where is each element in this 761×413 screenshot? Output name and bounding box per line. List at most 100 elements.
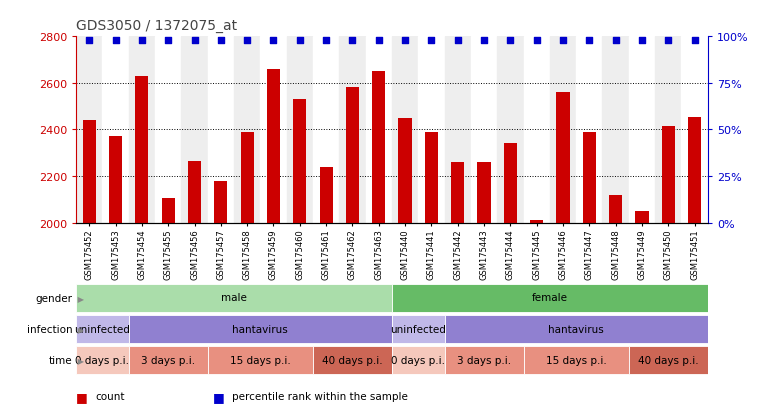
Bar [129, 347, 208, 374]
Point [451, 38, 463, 44]
Text: 3 days p.i.: 3 days p.i. [141, 355, 196, 365]
Point [135, 38, 148, 44]
Point [689, 38, 701, 44]
Bar [135, 77, 148, 223]
Bar [419, 37, 444, 223]
Bar [392, 37, 419, 223]
Bar [497, 37, 524, 223]
Bar [109, 137, 123, 223]
Point [583, 38, 595, 44]
Bar [603, 37, 629, 223]
Text: 40 days p.i.: 40 days p.i. [638, 355, 699, 365]
Bar [392, 347, 444, 374]
Text: gender: gender [35, 293, 72, 304]
Bar [234, 37, 260, 223]
Text: 15 days p.i.: 15 days p.i. [546, 355, 607, 365]
Point [373, 38, 385, 44]
Point [530, 38, 543, 44]
Bar [129, 316, 392, 343]
Bar [688, 117, 701, 223]
Bar [504, 144, 517, 223]
Bar [293, 100, 307, 223]
Text: ▶: ▶ [75, 325, 84, 334]
Text: 0 days p.i.: 0 days p.i. [391, 355, 445, 365]
Bar [208, 347, 313, 374]
Point [399, 38, 411, 44]
Point [267, 38, 279, 44]
Point [478, 38, 490, 44]
Bar [583, 133, 596, 223]
Bar [399, 119, 412, 223]
Bar [339, 37, 365, 223]
Text: 0 days p.i.: 0 days p.i. [75, 355, 129, 365]
Bar [530, 221, 543, 223]
Bar [76, 347, 129, 374]
Bar [451, 163, 464, 223]
Text: 3 days p.i.: 3 days p.i. [457, 355, 511, 365]
Bar [655, 37, 681, 223]
Point [662, 38, 674, 44]
Text: percentile rank within the sample: percentile rank within the sample [232, 392, 408, 401]
Bar [471, 37, 497, 223]
Text: male: male [221, 293, 247, 303]
Point [505, 38, 517, 44]
Point [215, 38, 227, 44]
Text: time: time [49, 355, 72, 366]
Bar [609, 195, 622, 223]
Bar [208, 37, 234, 223]
Text: ▶: ▶ [75, 294, 84, 303]
Text: hantavirus: hantavirus [232, 324, 288, 334]
Bar [129, 37, 155, 223]
Bar [425, 133, 438, 223]
Bar [267, 70, 280, 223]
Bar [260, 37, 287, 223]
Bar [215, 181, 228, 223]
Bar [629, 347, 708, 374]
Bar [681, 37, 708, 223]
Text: infection: infection [27, 324, 72, 335]
Text: uninfected: uninfected [75, 324, 130, 334]
Bar [392, 316, 444, 343]
Point [610, 38, 622, 44]
Point [557, 38, 569, 44]
Point [83, 38, 95, 44]
Bar [392, 285, 708, 312]
Bar [524, 347, 629, 374]
Point [425, 38, 438, 44]
Bar [576, 37, 603, 223]
Bar [444, 347, 524, 374]
Bar [365, 37, 392, 223]
Bar [661, 127, 675, 223]
Text: female: female [532, 293, 568, 303]
Bar [444, 37, 471, 223]
Point [346, 38, 358, 44]
Bar [161, 199, 175, 223]
Bar [83, 121, 96, 223]
Point [294, 38, 306, 44]
Bar [240, 133, 253, 223]
Bar [181, 37, 208, 223]
Text: count: count [95, 392, 125, 401]
Text: hantavirus: hantavirus [548, 324, 604, 334]
Bar [345, 88, 359, 223]
Bar [103, 37, 129, 223]
Text: ▶: ▶ [75, 356, 84, 365]
Bar [635, 211, 648, 223]
Bar [188, 161, 201, 223]
Bar [477, 163, 491, 223]
Bar [76, 285, 392, 312]
Bar [76, 37, 103, 223]
Bar [524, 37, 549, 223]
Text: 15 days p.i.: 15 days p.i. [230, 355, 291, 365]
Bar [549, 37, 576, 223]
Bar [444, 316, 708, 343]
Point [636, 38, 648, 44]
Bar [556, 93, 569, 223]
Point [241, 38, 253, 44]
Bar [155, 37, 181, 223]
Text: ■: ■ [76, 390, 88, 403]
Point [162, 38, 174, 44]
Point [110, 38, 122, 44]
Text: 40 days p.i.: 40 days p.i. [322, 355, 383, 365]
Bar [287, 37, 313, 223]
